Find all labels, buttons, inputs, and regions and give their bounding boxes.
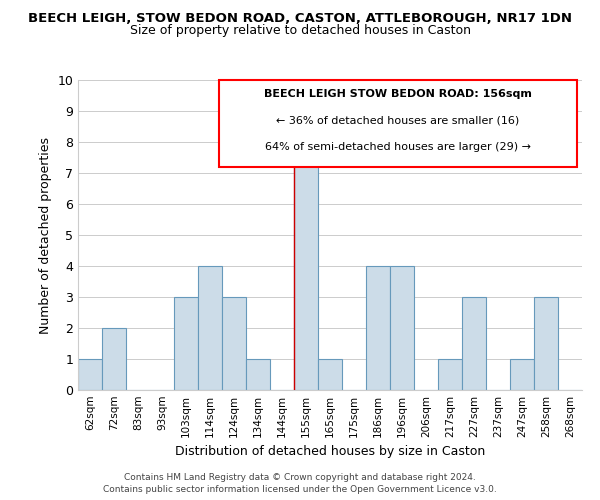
Bar [534,297,558,390]
Bar [78,359,102,390]
Bar [510,359,534,390]
Text: 64% of semi-detached houses are larger (29) →: 64% of semi-detached houses are larger (… [265,142,531,152]
Bar [246,359,270,390]
Bar [462,297,486,390]
Y-axis label: Number of detached properties: Number of detached properties [39,136,52,334]
Bar [318,359,342,390]
Bar [366,266,390,390]
Bar [294,142,318,390]
Bar [438,359,462,390]
Bar [198,266,222,390]
Text: BEECH LEIGH, STOW BEDON ROAD, CASTON, ATTLEBOROUGH, NR17 1DN: BEECH LEIGH, STOW BEDON ROAD, CASTON, AT… [28,12,572,26]
X-axis label: Distribution of detached houses by size in Caston: Distribution of detached houses by size … [175,446,485,458]
Bar [102,328,126,390]
Text: ← 36% of detached houses are smaller (16): ← 36% of detached houses are smaller (16… [277,116,520,126]
FancyBboxPatch shape [219,80,577,167]
Bar [390,266,414,390]
Text: Size of property relative to detached houses in Caston: Size of property relative to detached ho… [130,24,470,37]
Bar [222,297,246,390]
Text: Contains public sector information licensed under the Open Government Licence v3: Contains public sector information licen… [103,485,497,494]
Text: BEECH LEIGH STOW BEDON ROAD: 156sqm: BEECH LEIGH STOW BEDON ROAD: 156sqm [264,90,532,100]
Bar [174,297,198,390]
Text: Contains HM Land Registry data © Crown copyright and database right 2024.: Contains HM Land Registry data © Crown c… [124,472,476,482]
